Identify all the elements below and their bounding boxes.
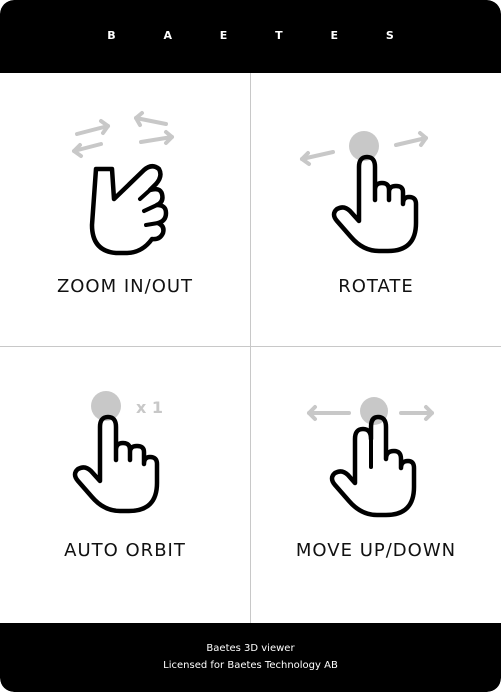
pinch-zoom-hand-icon — [72, 111, 174, 256]
gesture-label: ZOOM IN/OUT — [56, 276, 194, 297]
tap-hand-icon: x 1 — [72, 391, 163, 514]
gesture-label: ROTATE — [338, 276, 414, 297]
horizontal-divider — [0, 346, 501, 347]
gesture-zoom: ZOOM IN/OUT — [0, 73, 250, 346]
gesture-label: MOVE UP/DOWN — [295, 540, 457, 561]
brand-wordmark: B A E T E S — [107, 29, 416, 42]
gesture-auto-orbit: x 1 AUTO ORBIT — [0, 347, 250, 620]
one-finger-drag-hand-icon — [300, 131, 428, 254]
tap-count-badge: x 1 — [136, 398, 163, 417]
two-finger-drag-hand-icon — [307, 397, 434, 518]
header-bar: B A E T E S — [0, 0, 501, 73]
gesture-label: AUTO ORBIT — [64, 540, 186, 561]
footer-product-name: Baetes 3D viewer — [206, 643, 295, 654]
vertical-divider — [250, 73, 251, 623]
gesture-move: MOVE UP/DOWN — [251, 347, 501, 620]
footer-bar: Baetes 3D viewer Licensed for Baetes Tec… — [0, 623, 501, 692]
gesture-grid: ZOOM IN/OUT ROTATE x 1 AUTO ORBIT — [0, 73, 501, 623]
gesture-rotate: ROTATE — [251, 73, 501, 346]
footer-license: Licensed for Baetes Technology AB — [163, 660, 338, 671]
